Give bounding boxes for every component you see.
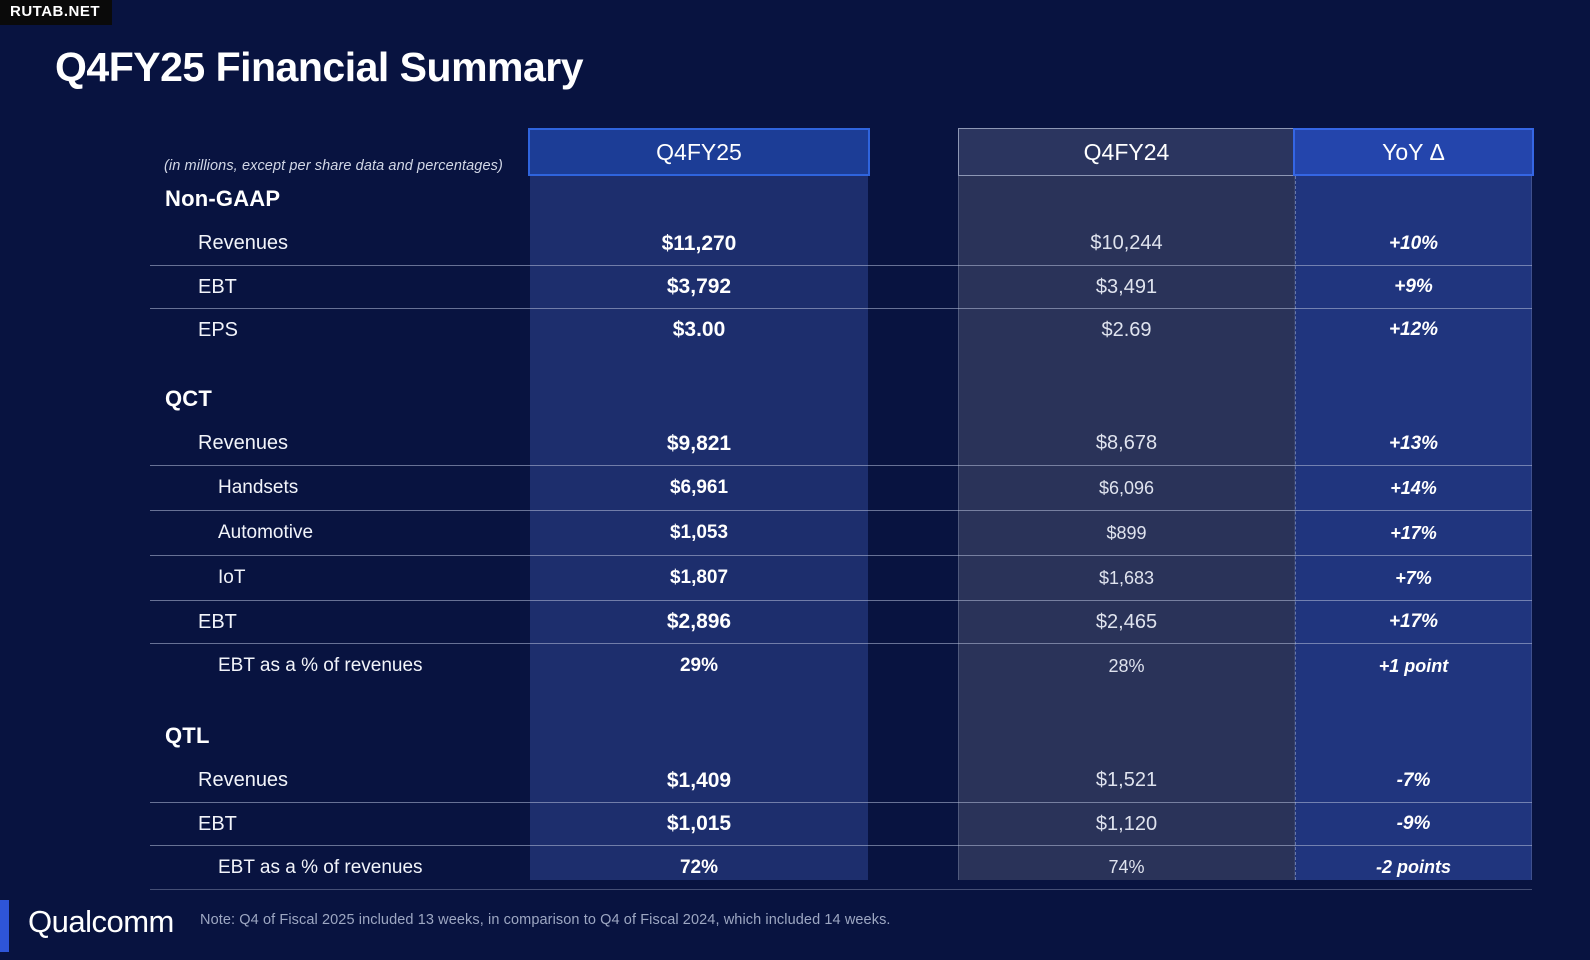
- value-q4fy24: $3,491: [1095, 275, 1158, 298]
- value-yoy-delta: +7%: [1395, 567, 1432, 588]
- value-q4fy25: 29%: [679, 655, 719, 676]
- footnote: Note: Q4 of Fiscal 2025 included 13 week…: [200, 912, 891, 928]
- value-q4fy25: $6,961: [669, 477, 729, 498]
- table-row: IoT $1,807 $1,683 +7%: [150, 555, 1532, 600]
- row-label: EBT as a % of revenues: [218, 856, 423, 878]
- value-q4fy24: $10,244: [1090, 232, 1163, 254]
- column-q4fy24-background: [958, 176, 1295, 880]
- value-yoy-delta: +1 point: [1378, 655, 1449, 676]
- value-yoy-delta: +10%: [1388, 232, 1439, 254]
- row-label: EBT as a % of revenues: [218, 655, 423, 676]
- value-q4fy25: 72%: [679, 856, 719, 878]
- table-row: Handsets $6,961 $6,096 +14%: [150, 465, 1532, 510]
- value-q4fy24: $899: [1106, 522, 1147, 543]
- qualcomm-logo: Qualcomm: [28, 904, 174, 939]
- value-q4fy25: $3,792: [666, 275, 732, 298]
- value-q4fy24: $2,465: [1095, 610, 1158, 633]
- table-row: EBT $1,015 $1,120 -9%: [150, 802, 1532, 845]
- value-q4fy25: $1,409: [666, 768, 732, 792]
- row-label: Revenues: [198, 769, 289, 791]
- section-header-qtl: QTL: [165, 723, 210, 748]
- value-q4fy25: $1,807: [669, 567, 729, 588]
- value-q4fy24: $8,678: [1095, 432, 1158, 454]
- value-q4fy24: $6,096: [1098, 477, 1155, 498]
- row-label: Revenues: [198, 432, 289, 454]
- row-label: Revenues: [198, 232, 289, 254]
- section-spacer: [150, 688, 1532, 713]
- page-title: Q4FY25 Financial Summary: [55, 44, 584, 90]
- section-header-qct: QCT: [165, 386, 213, 411]
- column-header-yoy: YoY Δ: [1293, 128, 1534, 176]
- table-row: EBT $2,896 $2,465 +17%: [150, 600, 1532, 643]
- value-yoy-delta: -7%: [1396, 769, 1431, 791]
- value-yoy-delta: -2 points: [1376, 857, 1451, 877]
- value-yoy-delta: +12%: [1388, 319, 1439, 340]
- value-q4fy25: $3.00: [672, 318, 726, 341]
- value-q4fy24: $1,683: [1098, 567, 1155, 588]
- table-row: Revenues $11,270 $10,244 +10%: [150, 222, 1532, 265]
- table-row: EBT as a % of revenues 72% 74% -2 points: [150, 845, 1532, 890]
- section-header-non-gaap: Non-GAAP: [165, 186, 281, 211]
- row-label: EPS: [198, 318, 239, 341]
- value-q4fy24: $1,521: [1095, 769, 1158, 791]
- value-yoy-delta: +17%: [1390, 522, 1437, 543]
- table-row: EBT as a % of revenues 29% 28% +1 point: [150, 643, 1532, 688]
- table-row: Automotive $1,053 $899 +17%: [150, 510, 1532, 555]
- value-yoy-delta: +9%: [1394, 276, 1433, 297]
- column-yoy-background: [1295, 176, 1532, 880]
- value-q4fy24: 74%: [1108, 857, 1145, 877]
- table-row: Revenues $9,821 $8,678 +13%: [150, 422, 1532, 465]
- value-yoy-delta: -9%: [1396, 813, 1431, 834]
- column-header-q4fy24: Q4FY24: [958, 128, 1295, 176]
- table-row: EBT $3,792 $3,491 +9%: [150, 265, 1532, 308]
- table-row: Revenues $1,409 $1,521 -7%: [150, 759, 1532, 802]
- row-label: EBT: [198, 275, 237, 298]
- row-label: Automotive: [218, 522, 314, 543]
- value-yoy-delta: +13%: [1388, 432, 1439, 454]
- value-q4fy24: $2.69: [1101, 318, 1152, 341]
- watermark-badge: RUTAB.NET: [0, 0, 113, 25]
- row-label: EBT: [198, 610, 237, 633]
- value-q4fy25: $2,896: [666, 610, 732, 633]
- footer-accent-bar: [0, 900, 9, 952]
- value-yoy-delta: +14%: [1390, 477, 1437, 498]
- units-note: (in millions, except per share data and …: [164, 158, 503, 174]
- financial-table: (in millions, except per share data and …: [150, 128, 1534, 890]
- value-q4fy25: $1,053: [669, 522, 729, 543]
- row-label: Handsets: [218, 477, 299, 498]
- value-q4fy25: $1,015: [666, 812, 732, 835]
- column-q4fy25-background: [530, 176, 868, 880]
- table-row: EPS $3.00 $2.69 +12%: [150, 308, 1532, 351]
- value-q4fy24: $1,120: [1095, 812, 1158, 835]
- value-q4fy25: $9,821: [666, 431, 732, 455]
- row-label: IoT: [218, 567, 246, 588]
- table-body: Non-GAAP Revenues $11,270 $10,244 +10% EBT $3,…: [150, 176, 1532, 890]
- row-label: EBT: [198, 812, 237, 835]
- section-spacer: [150, 351, 1532, 376]
- value-q4fy25: $11,270: [661, 231, 737, 255]
- value-q4fy24: 28%: [1108, 655, 1145, 676]
- value-yoy-delta: +17%: [1388, 611, 1439, 632]
- column-header-q4fy25: Q4FY25: [528, 128, 870, 176]
